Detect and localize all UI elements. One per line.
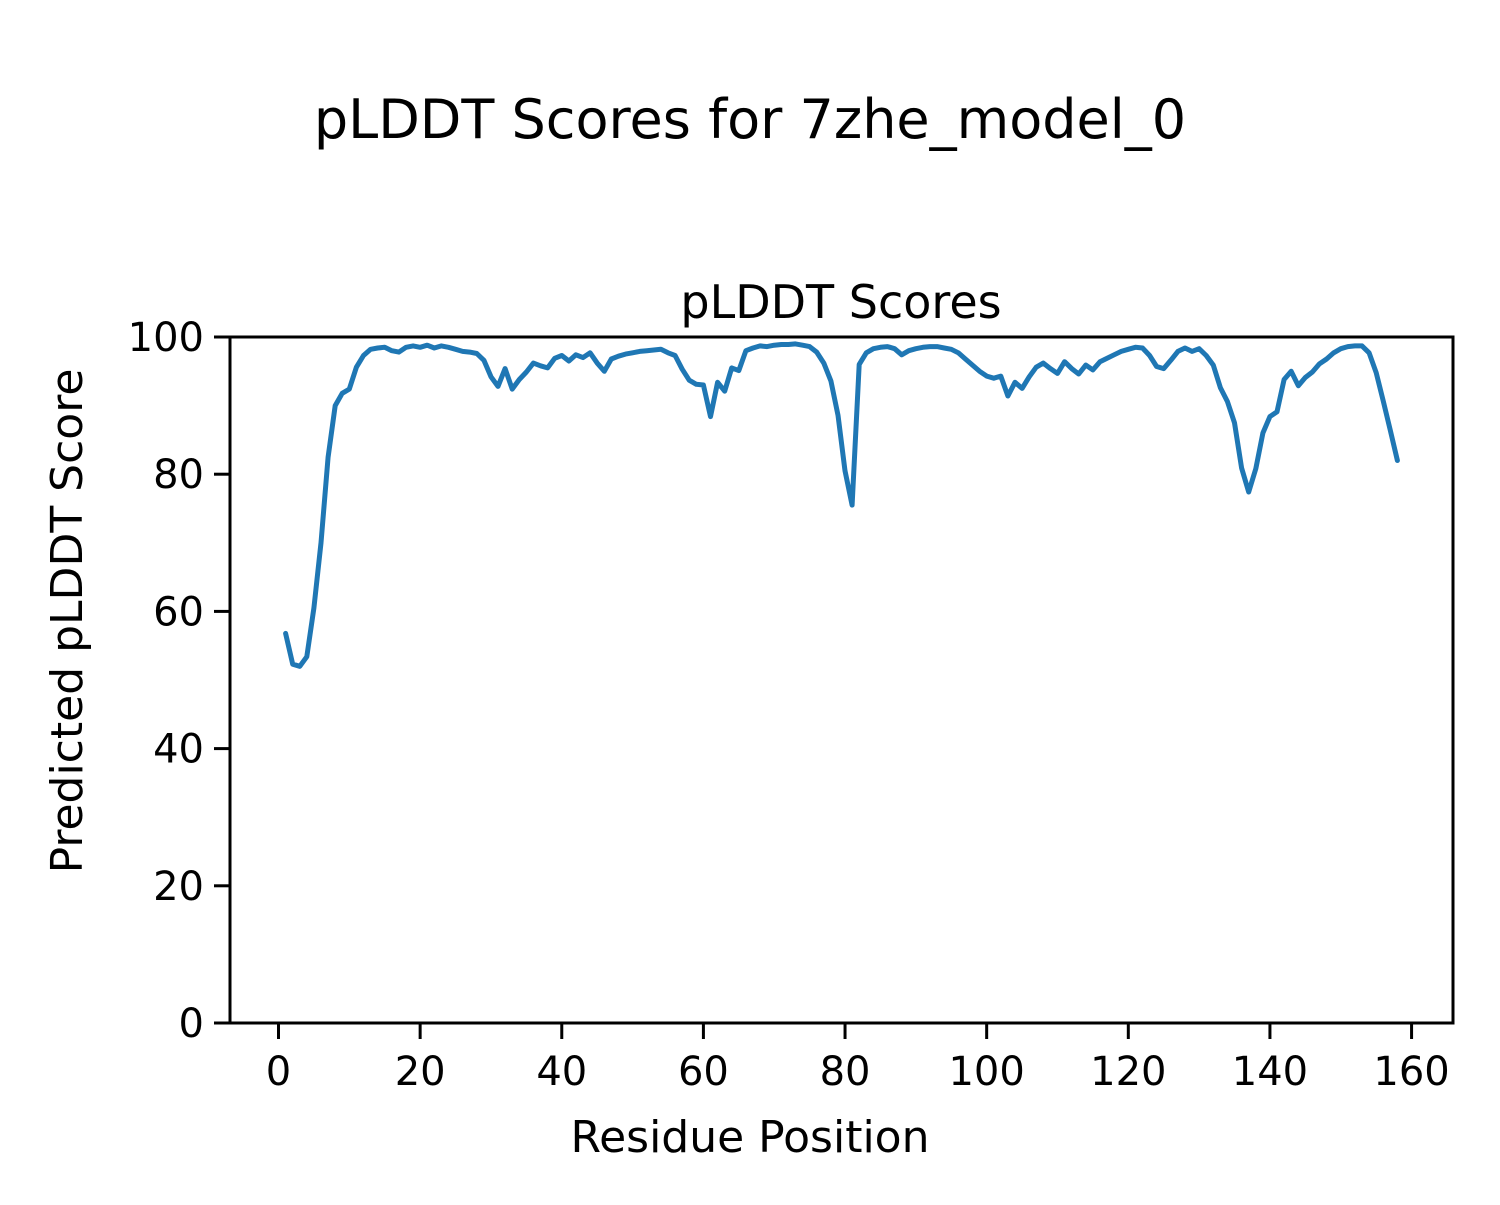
y-tick-label: 60 — [153, 589, 204, 635]
x-tick-label: 100 — [948, 1049, 1024, 1095]
x-axis-label: Residue Position — [570, 1112, 929, 1163]
x-tick-label: 120 — [1090, 1049, 1166, 1095]
y-tick-label: 100 — [128, 315, 204, 361]
figure-suptitle: pLDDT Scores for 7zhe_model_0 — [314, 88, 1186, 151]
x-tick-label: 80 — [820, 1049, 871, 1095]
x-tick-label: 160 — [1373, 1049, 1449, 1095]
y-tick-label: 80 — [153, 452, 204, 498]
y-tick-label: 40 — [153, 727, 204, 773]
y-tick-label: 0 — [179, 1001, 204, 1047]
x-tick-label: 40 — [536, 1049, 587, 1095]
x-axis-ticks: 0 20 40 60 80 100 120 140 160 — [266, 1023, 1450, 1095]
y-tick-label: 20 — [153, 864, 204, 910]
x-tick-label: 20 — [395, 1049, 446, 1095]
axes-title: pLDDT Scores — [680, 275, 1001, 329]
y-axis-label: Predicted pLDDT Score — [42, 369, 93, 874]
x-tick-label: 0 — [266, 1049, 291, 1095]
x-tick-label: 60 — [678, 1049, 729, 1095]
plddt-series-line — [283, 341, 1400, 669]
x-tick-label: 140 — [1232, 1049, 1308, 1095]
y-axis-ticks: 0 20 40 60 80 100 — [128, 315, 230, 1047]
axes-frame — [228, 335, 1455, 1025]
